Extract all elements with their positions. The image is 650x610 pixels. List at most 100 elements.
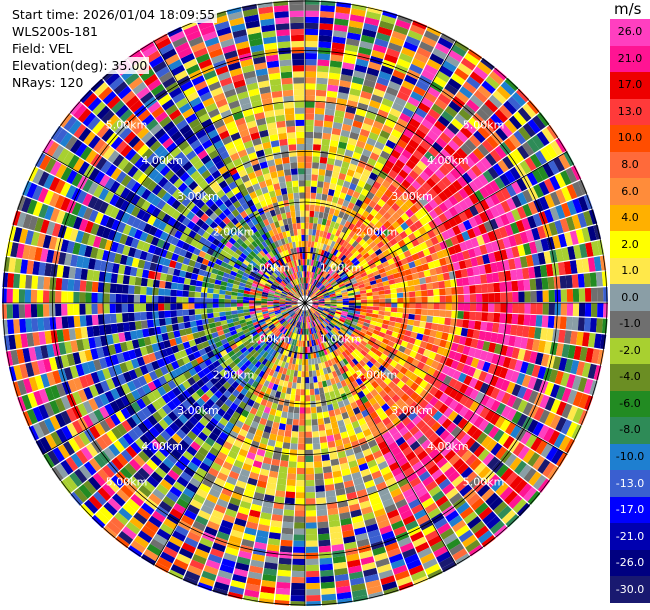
gate-657 xyxy=(386,198,395,207)
gate-4527 xyxy=(176,283,184,291)
gate-1557 xyxy=(541,315,549,328)
gate-4578 xyxy=(165,274,173,282)
gate-430 xyxy=(401,80,415,91)
gate-1399 xyxy=(475,284,482,294)
gate-438 xyxy=(421,35,437,48)
gate-1555 xyxy=(529,314,537,327)
gate-4426 xyxy=(194,297,201,303)
gate-279 xyxy=(360,90,372,100)
gate-238 xyxy=(359,40,374,50)
gate-3023 xyxy=(283,515,294,523)
gate-286 xyxy=(371,49,385,60)
gate-1479 xyxy=(367,303,374,307)
gate-1561 xyxy=(565,316,573,330)
gate-4347 xyxy=(79,315,87,327)
gate-480 xyxy=(415,80,430,92)
gate-4525 xyxy=(189,285,196,292)
gate-1439 xyxy=(421,296,428,303)
gate-4339 xyxy=(128,312,135,322)
gate-4489 xyxy=(109,283,117,294)
gate-2811 xyxy=(317,418,325,425)
gate-1554 xyxy=(523,314,531,326)
gate-519 xyxy=(396,139,408,149)
gate-58 xyxy=(308,234,312,242)
gate-190 xyxy=(346,32,361,41)
gate-94 xyxy=(319,17,334,25)
gate-2899 xyxy=(305,359,309,366)
gate-540 xyxy=(312,286,317,292)
gate-2995 xyxy=(300,346,303,353)
gate-207 xyxy=(320,224,326,232)
gate-567 xyxy=(401,149,413,160)
gate-1598 xyxy=(492,322,500,333)
gate-4331 xyxy=(176,309,183,317)
gate-1331 xyxy=(360,293,367,297)
gate-1446 xyxy=(463,294,471,303)
gate-350 xyxy=(322,250,328,258)
gate-2920 xyxy=(305,486,315,493)
gate-316 xyxy=(348,163,358,172)
gate-647 xyxy=(347,245,355,253)
gate-330 xyxy=(374,82,388,92)
gate-2826 xyxy=(327,508,339,516)
gate-1581 xyxy=(390,312,397,318)
gate-445 xyxy=(319,269,324,276)
gate-1348 xyxy=(462,277,470,286)
gate-3050 xyxy=(291,382,297,389)
gate-2935 xyxy=(306,576,320,584)
gate-1384 xyxy=(384,294,392,299)
gate-4283 xyxy=(171,317,178,325)
gate-3055 xyxy=(287,412,294,419)
gate-1431 xyxy=(373,299,380,303)
gate-3107 xyxy=(277,429,285,437)
gate-642 xyxy=(328,268,335,275)
gate-4522 xyxy=(207,288,214,294)
gate-2812 xyxy=(318,424,326,431)
gate-1386 xyxy=(396,292,404,298)
gate-1630 xyxy=(389,316,397,322)
gate-1460 xyxy=(548,289,555,302)
gate-1546 xyxy=(475,312,482,321)
gate-2860 xyxy=(311,419,318,426)
gate-160 xyxy=(318,211,324,219)
gate-249 xyxy=(313,266,317,273)
gate-1492 xyxy=(445,303,452,311)
gate-1562 xyxy=(571,317,579,331)
gate-370 xyxy=(366,137,377,147)
gate-501 xyxy=(342,233,349,241)
gate-662 xyxy=(405,174,415,185)
gate-524 xyxy=(411,112,424,124)
gate-1406 xyxy=(517,280,525,291)
gate-323 xyxy=(361,122,373,132)
gate-2867 xyxy=(314,461,323,468)
gate-4389 xyxy=(121,303,128,313)
gate-4348 xyxy=(73,315,81,328)
gate-257 xyxy=(325,219,332,227)
gate-25 xyxy=(305,137,313,145)
gate-503 xyxy=(348,223,355,231)
gate-555 xyxy=(361,210,370,219)
gate-672 xyxy=(443,127,456,140)
gate-7 xyxy=(305,246,308,254)
gate-552 xyxy=(352,225,359,233)
gate-558 xyxy=(371,195,381,204)
gate-4467 xyxy=(243,296,250,301)
gate-263 xyxy=(335,184,343,192)
gate-4623 xyxy=(190,273,199,280)
gate-2916 xyxy=(305,461,314,469)
gate-247 xyxy=(310,278,313,285)
gate-4279 xyxy=(195,314,202,321)
gate-526 xyxy=(417,102,431,114)
gate-1463 xyxy=(566,289,574,302)
gate-1636 xyxy=(425,322,433,330)
gate-89 xyxy=(318,47,331,55)
gate-138 xyxy=(331,48,344,56)
gate-4181 xyxy=(196,325,204,332)
gate-1441 xyxy=(433,295,440,303)
gate-127 xyxy=(324,114,334,122)
gate-4 xyxy=(305,265,307,272)
gate-1405 xyxy=(511,280,519,292)
gate-209 xyxy=(323,212,329,220)
gate-2904 xyxy=(305,389,310,396)
gate-32 xyxy=(305,95,315,102)
